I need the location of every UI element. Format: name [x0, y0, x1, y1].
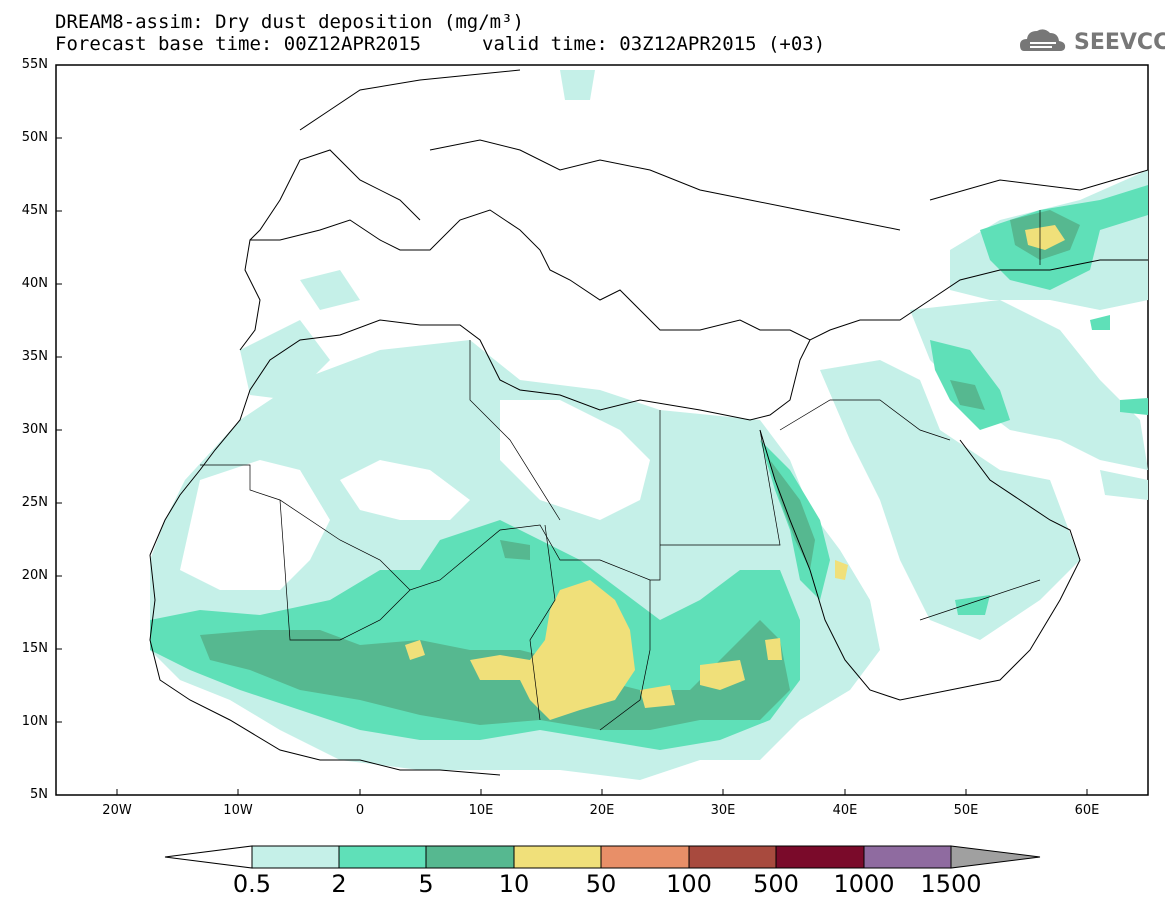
colorbar-label: 1000 [833, 870, 895, 898]
colorbar-swatch-2 [425, 845, 515, 869]
valid-time: valid time: 03Z12APR2015 (+03) [482, 33, 826, 55]
lat-label: 25N [21, 495, 48, 510]
colorbar-swatch-6 [775, 845, 865, 869]
lat-label: 20N [21, 568, 48, 583]
lon-label: 50E [953, 803, 979, 818]
colorbar-label: 500 [753, 870, 799, 898]
colorbar-label: 50 [585, 870, 617, 898]
lat-label: 40N [21, 276, 48, 291]
colorbar-label: 2 [331, 870, 347, 898]
cloud-logo-icon [1020, 29, 1066, 51]
colorbar-label: 0.5 [232, 870, 272, 898]
colorbar-low-arrow [164, 845, 253, 869]
lat-label: 45N [21, 203, 48, 218]
lat-label: 5N [30, 787, 48, 802]
colorbar-swatch-5 [688, 845, 777, 869]
dust-field [150, 70, 1148, 780]
colorbar-swatch-3 [513, 845, 602, 869]
logo-text: SEEVCCC [1074, 30, 1165, 55]
lat-label: 35N [21, 349, 48, 364]
colorbar [164, 845, 1041, 869]
colorbar-swatch-7 [863, 845, 952, 869]
colorbar-label: 10 [498, 870, 530, 898]
colorbar-swatch-1 [338, 845, 427, 869]
colorbar-swatch-4 [600, 845, 690, 869]
lat-label: 55N [21, 57, 48, 72]
colorbar-label: 100 [666, 870, 712, 898]
lon-label: 30E [710, 803, 736, 818]
lon-label: 0 [355, 803, 365, 818]
lat-label: 15N [21, 641, 48, 656]
dust-holes [180, 400, 650, 590]
forecast-base-time: Forecast base time: 00Z12APR2015 [55, 33, 422, 55]
lon-label: 60E [1074, 803, 1100, 818]
coastlines [149, 69, 1148, 776]
dust-level-10 [405, 225, 1065, 720]
lon-label: 10E [468, 803, 494, 818]
colorbar-label: 5 [418, 870, 434, 898]
lon-label: 20W [102, 803, 132, 818]
borders [200, 210, 1041, 731]
lat-label: 10N [21, 714, 48, 729]
axis-ticks [56, 137, 1088, 795]
colorbar-high-arrow [950, 845, 1041, 869]
lat-label: 30N [21, 422, 48, 437]
lon-label: 20E [589, 803, 615, 818]
lon-label: 10W [223, 803, 253, 818]
colorbar-label: 1500 [920, 870, 982, 898]
lon-label: 40E [832, 803, 858, 818]
title-line1: DREAM8-assim: Dry dust deposition (mg/m³… [55, 11, 524, 33]
colorbar-swatch-0 [251, 845, 340, 869]
lat-label: 50N [21, 130, 48, 145]
